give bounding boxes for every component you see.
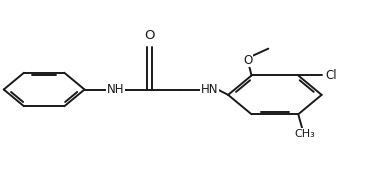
Text: O: O <box>144 29 155 42</box>
Text: CH₃: CH₃ <box>295 129 315 139</box>
Text: O: O <box>243 54 252 67</box>
Text: Cl: Cl <box>325 69 337 82</box>
Text: NH: NH <box>107 83 125 96</box>
Text: HN: HN <box>201 83 218 96</box>
